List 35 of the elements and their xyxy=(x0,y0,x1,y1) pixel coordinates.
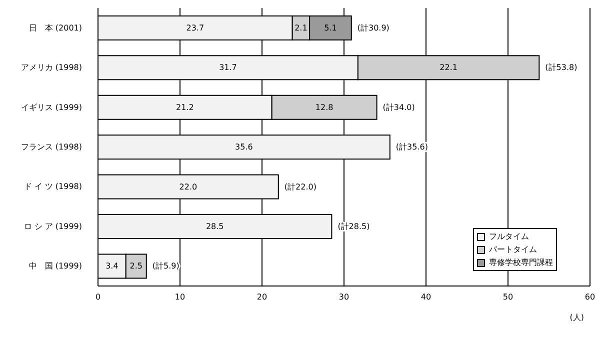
y-tick-label: 日 本 (2001) xyxy=(28,23,82,32)
x-tick-label: 10 xyxy=(174,292,186,302)
x-tick-label: 40 xyxy=(420,292,432,302)
x-tick-label: 30 xyxy=(338,292,350,302)
data-label: 23.7 xyxy=(186,23,204,32)
data-label: 2.1 xyxy=(294,23,308,32)
total-label: (計30.9) xyxy=(357,23,390,32)
y-tick-label: アメリカ (1998) xyxy=(20,63,82,72)
y-tick-label: イギリス (1999) xyxy=(20,102,82,112)
legend-label: フルタイム xyxy=(489,231,529,243)
data-label: 28.5 xyxy=(206,222,224,232)
y-tick-label: ド イ ツ (1998) xyxy=(24,182,82,192)
data-label: 5.1 xyxy=(324,23,337,32)
total-label: (計22.0) xyxy=(284,182,316,192)
data-label: 3.4 xyxy=(106,262,118,271)
y-tick-label: 中 国 (1999) xyxy=(28,262,82,271)
y-tick-label: フランス (1998) xyxy=(20,142,82,152)
data-label: 22.0 xyxy=(179,182,198,192)
x-tick-label: 0 xyxy=(95,292,101,302)
data-label: 22.1 xyxy=(440,63,458,72)
x-tick-label: 20 xyxy=(256,292,268,302)
total-label: (計34.0) xyxy=(382,102,415,112)
x-axis-title: (人) xyxy=(570,313,584,322)
data-label: 2.5 xyxy=(130,262,142,271)
data-label: 21.2 xyxy=(176,102,194,112)
data-label: 12.8 xyxy=(315,102,334,112)
total-label: (計53.8) xyxy=(545,63,578,72)
y-tick-label: ロ シ ア (1999) xyxy=(24,222,82,231)
x-tick-label: 60 xyxy=(584,292,596,302)
data-label: 35.6 xyxy=(235,142,253,152)
total-label: (計5.9) xyxy=(152,262,180,271)
legend-label: 専修学校専門課程 xyxy=(489,257,553,269)
x-tick-label: 50 xyxy=(502,292,514,302)
data-label: 31.7 xyxy=(219,63,237,72)
legend-label: パートタイム xyxy=(489,244,537,256)
